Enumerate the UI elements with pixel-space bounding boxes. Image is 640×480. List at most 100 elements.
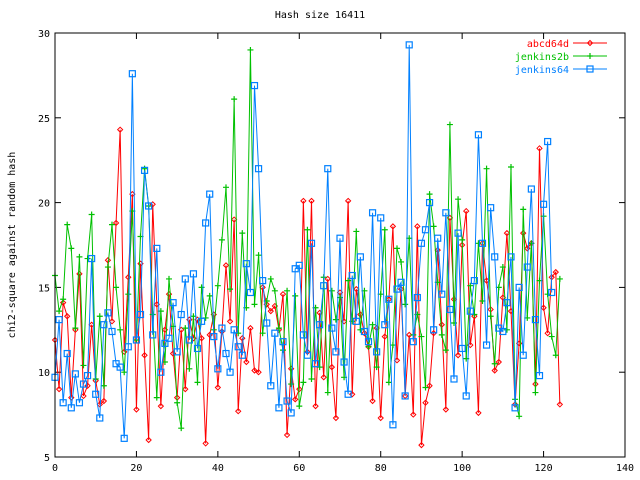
y-tick-label: 5 (44, 453, 50, 464)
jenkins64-point (373, 348, 381, 356)
abcd64d-point (491, 367, 498, 374)
jenkins64-point (401, 392, 409, 400)
jenkins2b-point (520, 206, 527, 213)
abcd64d-point (377, 414, 384, 422)
x-tick-label: 80 (375, 463, 387, 474)
jenkins2b-point (198, 284, 205, 291)
jenkins64-point (242, 260, 250, 268)
abcd64d-point (247, 324, 254, 332)
jenkins2b-point (402, 301, 409, 308)
abcd64d-point (255, 368, 262, 376)
jenkins64-point (250, 81, 259, 90)
jenkins2b-point (206, 292, 213, 299)
jenkins64-point (218, 324, 226, 332)
jenkins64-point (79, 380, 88, 388)
jenkins64-point (503, 299, 511, 307)
jenkins2b-point (516, 413, 523, 420)
jenkins64-point (246, 288, 255, 297)
jenkins2b-point (104, 264, 111, 271)
jenkins64-point (434, 234, 442, 242)
y-tick-label: 10 (38, 368, 50, 379)
jenkins64-point (336, 234, 344, 242)
jenkins2b-point (227, 286, 234, 293)
series-layer (51, 41, 564, 449)
jenkins64-point (523, 263, 531, 271)
abcd64d-point (434, 246, 441, 254)
abcd64d-point (320, 374, 327, 381)
jenkins2b-point (255, 252, 262, 259)
jenkins2b-point (508, 163, 514, 170)
jenkins64-point (409, 338, 417, 346)
axes: 0 20 40 60 80 100 120 140 5 10 15 20 25 30 (38, 29, 634, 474)
legend-label: abcd64d (527, 39, 569, 50)
jenkins64-point (360, 327, 369, 336)
jenkins2b-point (178, 425, 185, 432)
jenkins2b-point (300, 379, 307, 386)
jenkins64-point (548, 288, 556, 297)
abcd64d-point (495, 358, 502, 366)
jenkins64-point (535, 371, 544, 380)
abcd64d-point (251, 367, 258, 374)
jenkins2b-point (231, 96, 238, 103)
jenkins64-point (202, 219, 210, 227)
x-tick-label: 20 (130, 463, 142, 474)
jenkins64-point (275, 404, 283, 412)
abcd64d-point (202, 440, 209, 447)
jenkins64-point (454, 229, 462, 237)
jenkins64-point (316, 321, 324, 329)
abcd64d-point (275, 326, 283, 334)
jenkins2b-point (475, 240, 482, 247)
jenkins64-point (169, 299, 177, 307)
abcd64d-point (108, 318, 116, 325)
jenkins2b-point (503, 326, 510, 333)
jenkins64-point (271, 329, 279, 337)
jenkins64-point (116, 363, 124, 371)
jenkins64-point (458, 344, 466, 353)
jenkins2b-point (394, 245, 400, 252)
abcd64d-point (312, 402, 319, 410)
jenkins64-point (230, 326, 238, 334)
jenkins64-point (487, 204, 495, 212)
jenkins64-point (303, 351, 312, 359)
abcd64d-point (100, 397, 108, 405)
jenkins2b-point (64, 221, 71, 228)
jenkins2b-point (332, 316, 339, 323)
jenkins64-point (287, 409, 295, 417)
jenkins2b-point (100, 382, 107, 389)
jenkins64-point (527, 185, 535, 193)
jenkins64-point (254, 165, 263, 173)
legend-label: jenkins2b (515, 52, 569, 63)
jenkins2b-point (487, 313, 494, 320)
legend: abcd64d jenkins2b jenkins64 (515, 39, 607, 76)
jenkins2b-point (426, 191, 433, 198)
jenkins2b-point (381, 226, 388, 233)
jenkins64-point (92, 390, 100, 398)
x-tick-label: 140 (616, 463, 634, 474)
jenkins2b-point (345, 277, 352, 284)
jenkins64-point (59, 399, 67, 407)
jenkins64-point (136, 310, 145, 319)
jenkins2b-point (80, 362, 87, 369)
jenkins64-point (539, 200, 548, 208)
abcd64d-point (296, 385, 303, 393)
jenkins2b-point (68, 245, 75, 252)
jenkins2b-point (438, 331, 445, 338)
jenkins64-point (108, 327, 116, 336)
abcd64d-point (112, 219, 120, 227)
y-tick-label: 30 (38, 29, 50, 40)
jenkins2b-point (161, 359, 168, 366)
x-tick-label: 40 (212, 463, 224, 474)
jenkins2b-point (288, 381, 295, 388)
jenkins2b-point (214, 282, 221, 289)
abcd64d-point (373, 324, 380, 332)
jenkins64-point (332, 348, 340, 356)
jenkins64-point (348, 271, 356, 280)
jenkins64-point (393, 285, 401, 293)
jenkins64-point (324, 165, 332, 173)
abcd64d-point (324, 275, 331, 283)
abcd64d-point (239, 335, 246, 342)
abcd64d-point (438, 321, 445, 328)
jenkins2b-point (324, 389, 331, 396)
jenkins64-point (544, 137, 552, 146)
abcd64d-point (442, 406, 450, 413)
